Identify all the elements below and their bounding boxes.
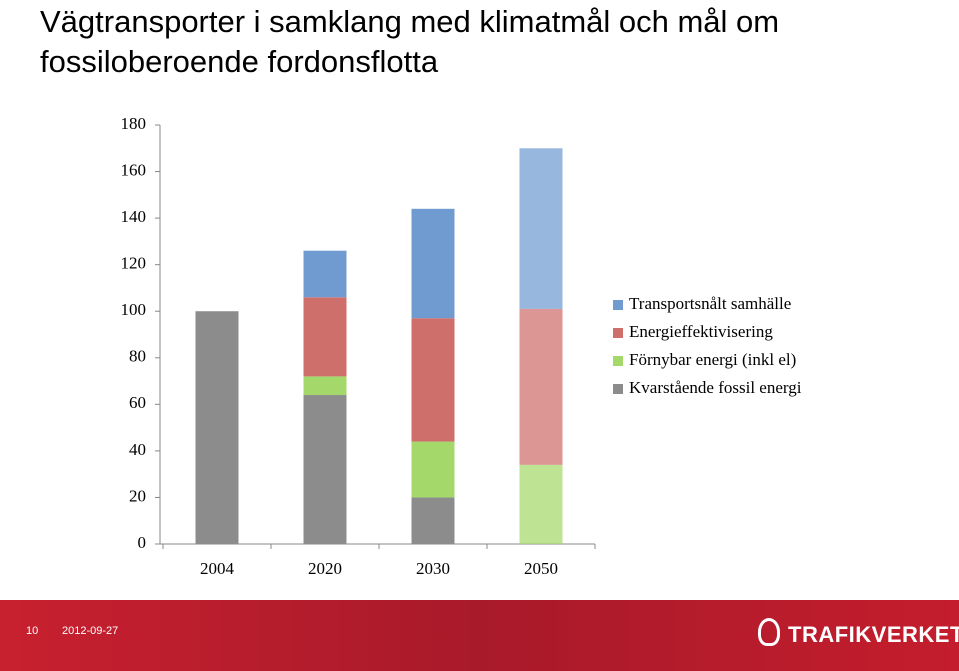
legend-swatch (613, 328, 623, 338)
footer: 10 2012-09-27 TRAFIKVERKET (0, 600, 959, 671)
bar-segment (303, 376, 347, 396)
y-tick-label: 160 (121, 160, 147, 179)
legend-swatch (613, 384, 623, 394)
chart-title: Vägtransporter i samklang med klimatmål … (40, 4, 780, 79)
legend-label: Förnybar energi (inkl el) (629, 350, 796, 369)
bar-segment (411, 208, 455, 319)
legend-label: Energieffektivisering (629, 322, 773, 341)
page-number: 10 (26, 625, 39, 637)
y-tick-label: 40 (129, 440, 146, 459)
bar-segment (519, 148, 563, 309)
bar-segment (303, 297, 347, 377)
y-tick-label: 60 (129, 393, 146, 412)
logo-icon (758, 618, 780, 646)
legend-swatch (613, 300, 623, 310)
bar-segment (303, 250, 347, 298)
x-tick-label: 2030 (416, 559, 450, 578)
y-tick-label: 80 (129, 347, 146, 366)
legend-label: Transportsnålt samhälle (629, 294, 791, 313)
y-tick-label: 180 (121, 114, 147, 133)
bar-segment (519, 464, 563, 544)
x-tick-label: 2050 (524, 559, 558, 578)
y-tick-label: 120 (121, 254, 147, 273)
legend-label: Kvarstående fossil energi (629, 378, 802, 397)
y-tick-label: 20 (129, 486, 146, 505)
chart: 0 20 40 60 80 100 120 140 160 180 2004 2020 2030 2050… (121, 114, 802, 578)
bar-segment (411, 441, 455, 498)
x-tick-label: 2004 (200, 559, 235, 578)
bar-segment (411, 318, 455, 442)
y-tick-label: 100 (121, 300, 147, 319)
bar-segment (303, 395, 347, 544)
y-tick-label: 0 (138, 533, 147, 552)
x-tick-label: 2020 (308, 559, 342, 578)
bar-segment (519, 308, 563, 465)
legend-swatch (613, 356, 623, 366)
bar-segment (195, 311, 239, 544)
bar-segment (411, 497, 455, 544)
date: 2012-09-27 (62, 625, 119, 637)
y-tick-label: 140 (121, 207, 147, 226)
logo: TRAFIKVERKET (788, 622, 959, 647)
